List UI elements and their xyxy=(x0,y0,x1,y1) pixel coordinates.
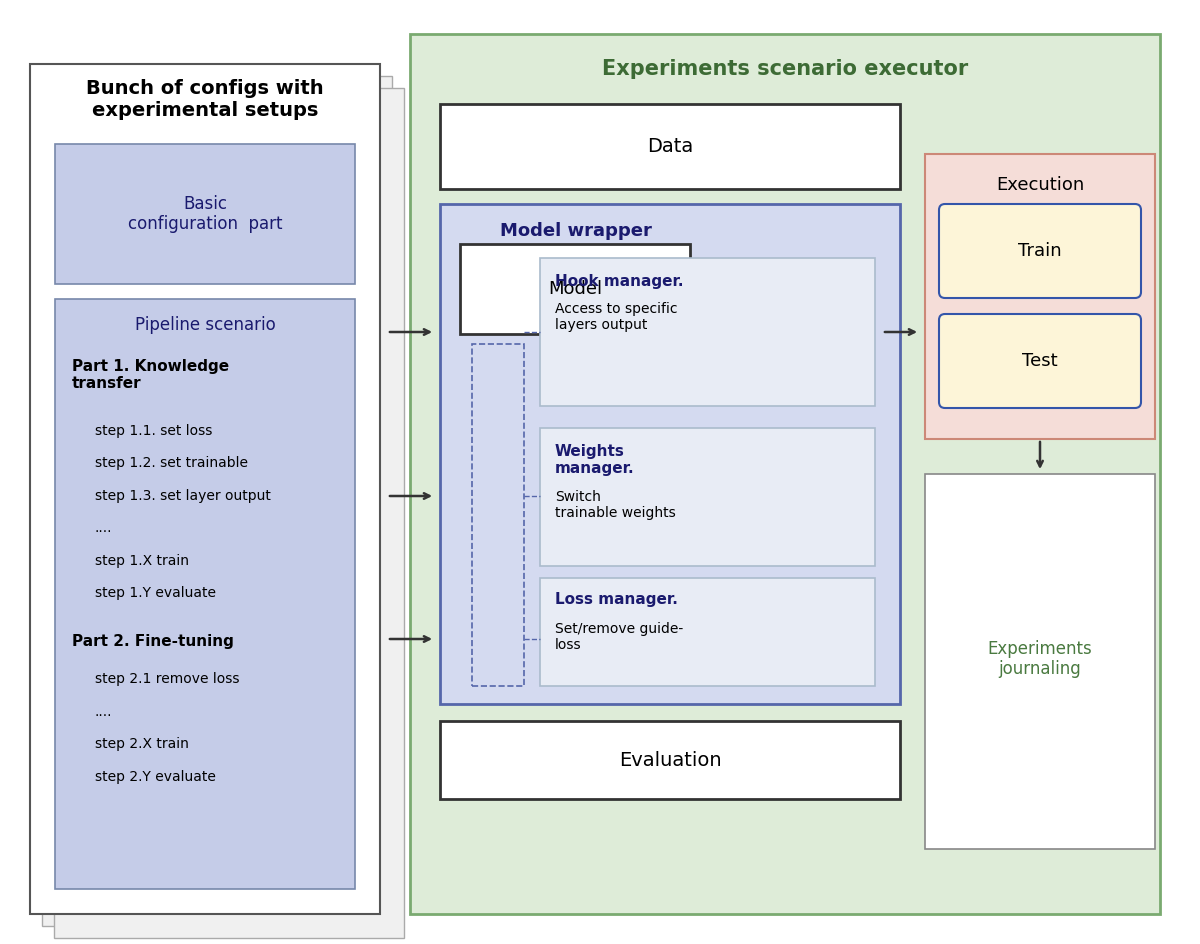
Bar xyxy=(540,428,875,566)
Bar xyxy=(54,88,404,938)
Text: step 1.1. set loss: step 1.1. set loss xyxy=(95,424,212,438)
Text: Execution: Execution xyxy=(996,176,1084,194)
Bar xyxy=(440,204,900,704)
Text: step 2.1 remove loss: step 2.1 remove loss xyxy=(95,672,240,686)
Text: Experiments
journaling: Experiments journaling xyxy=(988,640,1092,679)
Text: Pipeline scenario: Pipeline scenario xyxy=(134,316,275,334)
Bar xyxy=(410,34,1160,914)
Text: Switch
trainable weights: Switch trainable weights xyxy=(554,490,676,520)
Text: Evaluation: Evaluation xyxy=(619,750,721,769)
Text: step 1.Y evaluate: step 1.Y evaluate xyxy=(95,586,216,600)
Bar xyxy=(925,474,1154,849)
Text: step 2.X train: step 2.X train xyxy=(95,737,188,751)
FancyBboxPatch shape xyxy=(938,314,1141,408)
Text: Access to specific
layers output: Access to specific layers output xyxy=(554,302,678,332)
Text: ....: .... xyxy=(95,704,113,718)
Bar xyxy=(540,578,875,686)
Bar xyxy=(460,244,690,334)
Text: step 1.2. set trainable: step 1.2. set trainable xyxy=(95,457,248,470)
Bar xyxy=(440,104,900,189)
Bar xyxy=(30,64,380,914)
Bar xyxy=(540,258,875,406)
Bar xyxy=(440,721,900,799)
Bar xyxy=(42,76,392,926)
Text: Weights
manager.: Weights manager. xyxy=(554,444,635,477)
Bar xyxy=(55,299,355,889)
Text: Basic
configuration  part: Basic configuration part xyxy=(127,194,282,233)
Text: Model wrapper: Model wrapper xyxy=(500,222,652,240)
Text: Bunch of configs with
experimental setups: Bunch of configs with experimental setup… xyxy=(86,79,324,120)
Text: ....: .... xyxy=(95,521,113,535)
Text: Part 2. Fine-tuning: Part 2. Fine-tuning xyxy=(72,634,234,649)
Text: Test: Test xyxy=(1022,352,1058,370)
Text: step 1.3. set layer output: step 1.3. set layer output xyxy=(95,489,271,503)
Text: Part 1. Knowledge
transfer: Part 1. Knowledge transfer xyxy=(72,359,229,392)
Bar xyxy=(55,144,355,284)
FancyBboxPatch shape xyxy=(938,204,1141,298)
Bar xyxy=(925,154,1154,439)
Text: Set/remove guide-
loss: Set/remove guide- loss xyxy=(554,622,683,652)
Text: Loss manager.: Loss manager. xyxy=(554,592,678,607)
Text: Experiments scenario executor: Experiments scenario executor xyxy=(602,59,968,79)
Text: step 2.Y evaluate: step 2.Y evaluate xyxy=(95,769,216,784)
Text: step 1.X train: step 1.X train xyxy=(95,554,190,568)
Text: Data: Data xyxy=(647,137,694,156)
Text: Model: Model xyxy=(548,280,602,298)
Bar xyxy=(472,344,524,686)
Text: Hook manager.: Hook manager. xyxy=(554,274,684,289)
Text: Train: Train xyxy=(1018,242,1062,260)
